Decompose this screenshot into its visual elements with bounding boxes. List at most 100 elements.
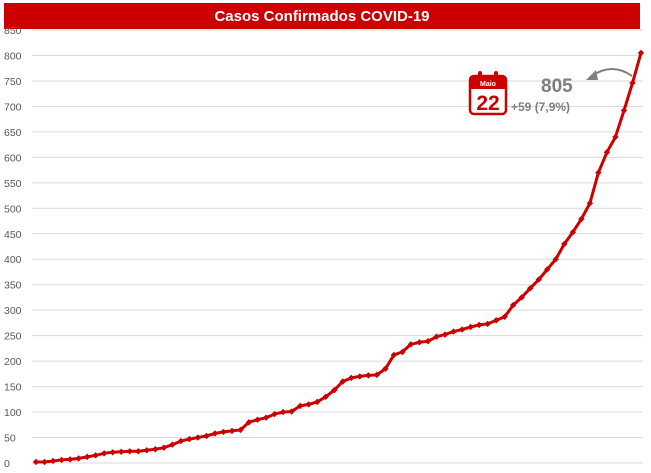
series-line xyxy=(36,52,643,464)
series-confirmed-cases xyxy=(32,49,645,466)
data-point xyxy=(501,313,508,320)
data-point xyxy=(41,458,48,466)
calendar-month: Maio xyxy=(480,81,496,88)
data-point xyxy=(475,321,483,329)
y-tick-label: 100 xyxy=(4,407,22,419)
y-tick-label: 850 xyxy=(4,25,22,37)
data-point xyxy=(586,200,594,207)
data-point xyxy=(612,133,619,141)
y-axis: 0 50 100 150 200 250 300 350 400 450 500 550 600 650 7… xyxy=(4,25,22,470)
y-tick-label: 400 xyxy=(4,254,22,266)
data-point xyxy=(365,372,372,379)
data-point xyxy=(620,107,628,114)
chart-title: Casos Confirmados COVID-19 xyxy=(4,3,640,29)
data-point xyxy=(595,169,602,176)
data-point xyxy=(135,448,142,455)
data-point xyxy=(245,419,253,426)
data-point xyxy=(75,455,82,462)
y-tick-label: 500 xyxy=(4,203,22,215)
data-point xyxy=(356,373,364,380)
y-tick-label: 800 xyxy=(4,50,22,62)
y-tick-label: 550 xyxy=(4,178,22,190)
data-point xyxy=(237,426,244,434)
data-point xyxy=(552,256,559,263)
data-point xyxy=(118,448,125,455)
data-point xyxy=(578,215,585,223)
y-tick-label: 300 xyxy=(4,305,22,317)
calendar-day: 22 xyxy=(476,92,499,115)
data-point xyxy=(484,320,491,328)
data-point xyxy=(382,365,389,372)
data-point xyxy=(109,449,116,456)
data-point xyxy=(399,348,406,356)
grid-lines xyxy=(32,29,643,464)
data-point xyxy=(416,339,423,346)
data-point xyxy=(348,374,355,382)
data-point xyxy=(152,446,159,453)
data-point xyxy=(211,430,219,437)
y-tick-label: 150 xyxy=(4,382,22,394)
data-point xyxy=(544,266,551,273)
data-point xyxy=(254,416,261,423)
data-point xyxy=(83,453,91,461)
data-point xyxy=(66,456,74,463)
data-point xyxy=(288,408,295,415)
y-tick-label: 650 xyxy=(4,127,22,139)
data-point xyxy=(194,434,202,441)
data-point xyxy=(527,285,534,292)
data-point xyxy=(458,326,466,333)
annotation-delta: +59 (7,9%) xyxy=(511,100,570,114)
y-tick-label: 200 xyxy=(4,356,22,368)
data-point xyxy=(629,79,636,87)
data-point xyxy=(177,437,185,445)
data-point xyxy=(535,276,542,283)
data-point xyxy=(492,317,500,324)
data-point xyxy=(186,435,193,443)
y-tick-label: 700 xyxy=(4,101,22,113)
data-point xyxy=(407,341,415,348)
y-tick-label: 250 xyxy=(4,331,22,343)
data-point xyxy=(322,393,329,400)
data-point xyxy=(160,444,168,451)
arrow-icon xyxy=(586,68,633,80)
data-point xyxy=(569,229,577,236)
data-point xyxy=(441,331,449,338)
data-point xyxy=(339,378,346,385)
data-point xyxy=(296,402,304,410)
data-point xyxy=(49,457,57,465)
data-point xyxy=(126,448,133,455)
data-point xyxy=(32,458,40,466)
data-point xyxy=(92,452,99,459)
calendar-icon: Maio 22 xyxy=(468,71,508,116)
y-tick-label: 0 xyxy=(4,458,10,470)
y-tick-label: 750 xyxy=(4,76,22,88)
data-point xyxy=(373,371,381,379)
data-point xyxy=(203,432,210,440)
data-point xyxy=(467,323,474,331)
data-point xyxy=(561,240,568,248)
data-point xyxy=(603,149,611,156)
data-point xyxy=(58,456,65,464)
data-point xyxy=(143,447,150,454)
data-point xyxy=(331,386,338,394)
y-tick-label: 450 xyxy=(4,229,22,241)
data-point xyxy=(262,414,270,421)
data-point xyxy=(313,398,321,406)
data-point xyxy=(424,338,432,345)
y-tick-label: 600 xyxy=(4,152,22,164)
data-point xyxy=(433,333,440,340)
y-tick-label: 350 xyxy=(4,280,22,292)
data-point xyxy=(228,427,236,435)
data-point xyxy=(305,401,312,408)
data-point xyxy=(169,441,176,448)
data-point xyxy=(220,428,227,436)
data-point xyxy=(271,410,278,418)
data-point xyxy=(450,328,457,335)
data-point xyxy=(637,49,645,57)
data-point xyxy=(390,351,398,359)
data-point xyxy=(509,301,517,309)
data-point xyxy=(100,450,108,457)
data-point xyxy=(518,294,525,301)
annotation-value: 805 xyxy=(541,76,573,97)
